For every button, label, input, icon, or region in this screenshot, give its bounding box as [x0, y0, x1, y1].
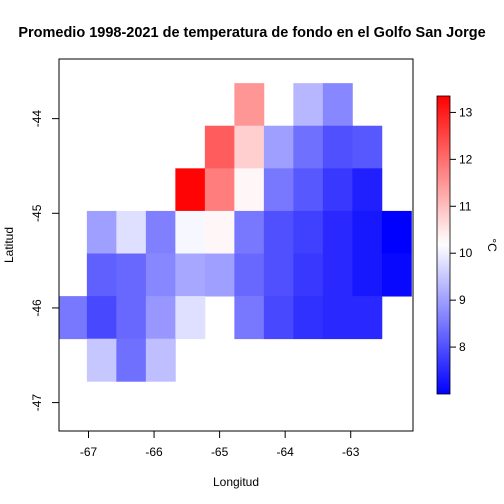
heatmap-cell: [145, 338, 176, 382]
x-tick-label: -65: [211, 445, 229, 459]
heatmap-cell: [59, 296, 88, 340]
heatmap-cell: [381, 253, 412, 297]
y-tick-label: -45: [30, 204, 44, 222]
heatmap-cell: [322, 83, 353, 127]
heatmap-cell: [293, 83, 324, 127]
x-tick-label: -67: [80, 445, 98, 459]
heatmap-cell: [234, 253, 265, 297]
heatmap-cell: [116, 338, 147, 382]
heatmap-cell: [175, 296, 206, 340]
heatmap-cell: [234, 125, 265, 169]
y-axis: -44 -45 -46 -47: [30, 110, 59, 412]
heatmap-cell: [352, 168, 383, 212]
heatmap-cell: [293, 253, 324, 297]
heatmap-cell: [86, 253, 117, 297]
y-axis-label: Latitud: [2, 227, 16, 263]
heatmap-cell: [204, 168, 235, 212]
heatmap-cell: [293, 296, 324, 340]
heatmap-cell: [263, 168, 294, 212]
heatmap-cell: [86, 296, 117, 340]
heatmap-cell: [204, 210, 235, 254]
heatmap-cell: [175, 168, 206, 212]
y-tick-label: -44: [30, 110, 44, 128]
heatmap-cell: [116, 253, 147, 297]
heatmap-cell: [175, 210, 206, 254]
colorbar-tick-label: 13: [459, 105, 473, 119]
heatmap-cell: [322, 210, 353, 254]
heatmap-cell: [381, 210, 412, 254]
colorbar-ticks: 8 9 10 11 12 13: [450, 105, 473, 354]
colorbar-tick-label: 12: [459, 152, 473, 166]
x-axis: -67 -66 -65 -64 -63: [80, 431, 360, 459]
heatmap-cell: [86, 338, 117, 382]
heatmap-cell: [352, 296, 383, 340]
colorbar-tick-label: 11: [459, 199, 472, 213]
heatmap-cell: [234, 168, 265, 212]
chart-title: Promedio 1998-2021 de temperatura de fon…: [18, 25, 485, 41]
colorbar-tick-label: 8: [459, 340, 466, 354]
heatmap-cell: [145, 210, 176, 254]
heatmap-cell: [322, 168, 353, 212]
colorbar: [436, 95, 451, 395]
heatmap-cell: [234, 210, 265, 254]
heatmap-cell: [204, 125, 235, 169]
heatmap-cell: [352, 253, 383, 297]
x-tick-label: -66: [145, 445, 163, 459]
heatmap-cell: [145, 296, 176, 340]
heatmap-cell: [234, 83, 265, 127]
x-tick-label: -63: [342, 445, 360, 459]
heatmap-cell: [352, 210, 383, 254]
heatmap-cell: [263, 210, 294, 254]
colorbar-label: °C: [485, 238, 499, 252]
heatmap-cell: [352, 125, 383, 169]
heatmap-cell: [293, 210, 324, 254]
heatmap-cell: [116, 296, 147, 340]
heatmap-cell: [145, 253, 176, 297]
heatmap-cell: [234, 296, 265, 340]
heatmap-cell: [263, 296, 294, 340]
plot-frame: [58, 58, 414, 432]
y-tick-label: -46: [30, 299, 44, 317]
heatmap-cell: [293, 125, 324, 169]
heatmap-cell: [263, 253, 294, 297]
x-axis-label: Longitud: [213, 475, 259, 489]
heatmap-cell: [204, 253, 235, 297]
colorbar-tick-label: 10: [459, 246, 473, 260]
heatmap-cell: [293, 168, 324, 212]
heatmap-cell: [116, 210, 147, 254]
heatmap-cell: [322, 253, 353, 297]
heatmap-cell: [322, 125, 353, 169]
heatmap-cell: [175, 253, 206, 297]
x-tick-label: -64: [276, 445, 294, 459]
heatmap-cell: [86, 210, 117, 254]
heatmap-cell: [263, 125, 294, 169]
colorbar-tick-label: 9: [459, 293, 466, 307]
y-tick-label: -47: [30, 394, 44, 412]
heatmap-cell: [322, 296, 353, 340]
heatmap-cells: [59, 83, 412, 382]
